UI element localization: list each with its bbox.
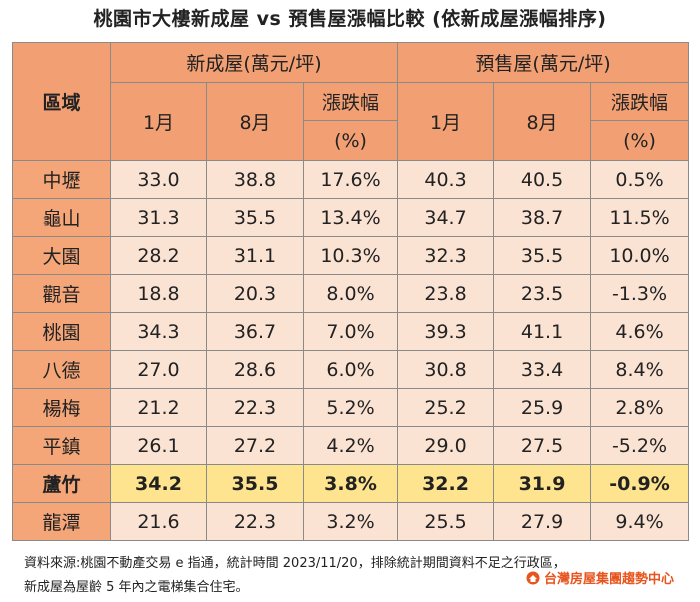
new-jan-value: 18.8 <box>110 274 207 313</box>
pre-aug-value: 25.9 <box>493 388 592 427</box>
pre-aug-value: 40.5 <box>493 160 592 199</box>
header-new-aug: 8月 <box>206 82 304 161</box>
table-row: 八德 27.0 28.6 6.0% 30.8 33.4 8.4% <box>12 350 690 389</box>
table-row: 觀音 18.8 20.3 8.0% 23.8 23.5 -1.3% <box>12 274 690 313</box>
pre-jan-value: 30.8 <box>397 350 495 389</box>
pre-jan-value: 32.3 <box>397 236 495 275</box>
table-row: 楊梅 21.2 22.3 5.2% 25.2 25.9 2.8% <box>12 388 690 427</box>
new-aug-value: 20.3 <box>206 274 304 313</box>
pre-change-value: 11.5% <box>590 198 690 237</box>
header-new-jan: 1月 <box>110 82 207 161</box>
header-new-change-line1: 漲跌幅 <box>302 82 399 121</box>
new-change-value: 17.6% <box>302 160 399 199</box>
new-change-value: 13.4% <box>302 198 399 237</box>
pre-jan-value: 39.3 <box>397 312 495 351</box>
new-aug-value: 35.5 <box>206 464 304 503</box>
page-title: 桃園市大樓新成屋 vs 預售屋漲幅比較 (依新成屋漲幅排序) <box>93 8 607 30</box>
pre-aug-value: 27.9 <box>493 502 592 541</box>
new-aug-value: 35.5 <box>206 198 304 237</box>
pre-jan-value: 23.8 <box>397 274 495 313</box>
pre-jan-value: 29.0 <box>397 426 495 465</box>
new-aug-value: 31.1 <box>206 236 304 275</box>
new-jan-value: 34.3 <box>110 312 207 351</box>
header-pre-aug: 8月 <box>493 82 592 161</box>
table-row-highlighted: 蘆竹 34.2 35.5 3.8% 32.2 31.9 -0.9% <box>12 464 690 503</box>
logo-text: 台灣房屋集團趨勢中心 <box>543 572 674 587</box>
pre-aug-value: 23.5 <box>493 274 592 313</box>
pre-aug-value: 31.9 <box>493 464 592 503</box>
new-change-value: 6.0% <box>302 350 399 389</box>
row-region: 中壢 <box>12 160 111 199</box>
header-region: 區域 <box>12 42 111 161</box>
new-jan-value: 34.2 <box>110 464 207 503</box>
new-change-value: 3.8% <box>302 464 399 503</box>
pre-jan-value: 32.2 <box>397 464 495 503</box>
new-aug-value: 28.6 <box>206 350 304 389</box>
row-region: 楊梅 <box>12 388 111 427</box>
new-jan-value: 21.2 <box>110 388 207 427</box>
pre-change-value: -5.2% <box>590 426 690 465</box>
pre-jan-value: 40.3 <box>397 160 495 199</box>
pre-change-value: 9.4% <box>590 502 690 541</box>
row-region: 龍潭 <box>12 502 111 541</box>
pre-change-value: -1.3% <box>590 274 690 313</box>
table-row: 平鎮 26.1 27.2 4.2% 29.0 27.5 -5.2% <box>12 426 690 465</box>
footer-source-line2: 新成屋為屋齡 5 年內之電梯集合住宅。 <box>24 580 249 595</box>
pre-aug-value: 33.4 <box>493 350 592 389</box>
price-comparison-table: 區域 新成屋(萬元/坪) 預售屋(萬元/坪) 1月 8月 漲跌幅 1月 8月 漲… <box>12 42 690 541</box>
pre-jan-value: 25.2 <box>397 388 495 427</box>
new-jan-value: 21.6 <box>110 502 207 541</box>
row-region: 桃園 <box>12 312 111 351</box>
new-jan-value: 31.3 <box>110 198 207 237</box>
pre-jan-value: 34.7 <box>397 198 495 237</box>
footer-logo: 台灣房屋集團趨勢中心 <box>526 568 674 587</box>
new-jan-value: 26.1 <box>110 426 207 465</box>
header-pre-change-line2: (%) <box>590 120 690 161</box>
new-change-value: 7.0% <box>302 312 399 351</box>
row-region: 平鎮 <box>12 426 111 465</box>
pre-aug-value: 41.1 <box>493 312 592 351</box>
new-change-value: 5.2% <box>302 388 399 427</box>
taiwan-realty-logo-icon <box>526 571 540 584</box>
new-aug-value: 36.7 <box>206 312 304 351</box>
pre-change-value: 8.4% <box>590 350 690 389</box>
table-row: 中壢 33.0 38.8 17.6% 40.3 40.5 0.5% <box>12 160 690 199</box>
header-new-group: 新成屋(萬元/坪) <box>109 42 399 83</box>
new-change-value: 10.3% <box>302 236 399 275</box>
new-aug-value: 22.3 <box>206 502 304 541</box>
new-change-value: 3.2% <box>302 502 399 541</box>
new-change-value: 8.0% <box>302 274 399 313</box>
pre-change-value: 10.0% <box>590 236 690 275</box>
new-aug-value: 22.3 <box>206 388 304 427</box>
pre-change-value: 2.8% <box>590 388 690 427</box>
table-row: 龜山 31.3 35.5 13.4% 34.7 38.7 11.5% <box>12 198 690 237</box>
footer-source-line1: 資料來源:桃園不動產交易 e 指通，統計時間 2023/11/20，排除統計期間… <box>24 556 566 571</box>
pre-jan-value: 25.5 <box>397 502 495 541</box>
new-jan-value: 33.0 <box>110 160 207 199</box>
pre-aug-value: 27.5 <box>493 426 592 465</box>
row-region: 蘆竹 <box>12 464 111 503</box>
new-change-value: 4.2% <box>302 426 399 465</box>
row-region: 八德 <box>12 350 111 389</box>
header-new-change-line2: (%) <box>302 120 399 161</box>
row-region: 龜山 <box>12 198 111 237</box>
new-aug-value: 38.8 <box>206 160 304 199</box>
header-pre-change-line1: 漲跌幅 <box>590 82 690 121</box>
table-row: 桃園 34.3 36.7 7.0% 39.3 41.1 4.6% <box>12 312 690 351</box>
header-presale-group: 預售屋(萬元/坪) <box>397 42 690 83</box>
pre-aug-value: 35.5 <box>493 236 592 275</box>
new-aug-value: 27.2 <box>206 426 304 465</box>
new-jan-value: 28.2 <box>110 236 207 275</box>
row-region: 大園 <box>12 236 111 275</box>
pre-change-value: 4.6% <box>590 312 690 351</box>
new-jan-value: 27.0 <box>110 350 207 389</box>
table-row: 龍潭 21.6 22.3 3.2% 25.5 27.9 9.4% <box>12 502 690 541</box>
table-row: 大園 28.2 31.1 10.3% 32.3 35.5 10.0% <box>12 236 690 275</box>
pre-change-value: -0.9% <box>590 464 690 503</box>
pre-aug-value: 38.7 <box>493 198 592 237</box>
row-region: 觀音 <box>12 274 111 313</box>
pre-change-value: 0.5% <box>590 160 690 199</box>
header-pre-jan: 1月 <box>397 82 495 161</box>
